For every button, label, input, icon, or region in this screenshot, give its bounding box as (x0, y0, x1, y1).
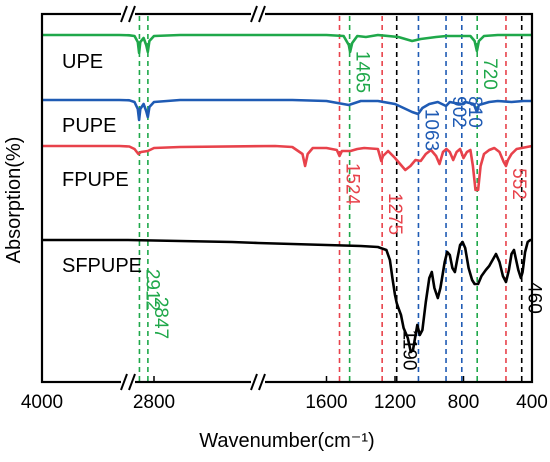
break-mark-0-0-0 (120, 5, 128, 23)
peak-label-552: 552 (508, 168, 529, 200)
peak-label-2847: 2847 (150, 297, 171, 339)
tick-label-2800: 2800 (133, 392, 175, 413)
series-label-upe: UPE (62, 51, 103, 73)
tick-label-1200: 1200 (374, 392, 416, 413)
x-axis-ticks: 4000 2800 1600 1200 800 400 (21, 376, 548, 413)
break-mark-1-0-1 (258, 5, 266, 23)
peak-guide-lines (138, 16, 523, 381)
break-mark-0-0-1 (128, 5, 136, 23)
break-mark-1-0-0 (250, 5, 258, 23)
peak-label-1465: 1465 (352, 51, 373, 93)
peak-label-810: 810 (464, 96, 485, 128)
series-name-labels: UPE PUPE FPUPE SFPUPE (62, 51, 142, 277)
y-axis-label: Absorption(%) (3, 137, 25, 264)
peak-label-720: 720 (479, 58, 500, 90)
break-mark-1-1-1 (258, 373, 266, 391)
curve-upe (42, 33, 532, 55)
x-axis-label: Wavenumber(cm⁻¹) (199, 430, 374, 452)
curve-fpupe (42, 144, 533, 192)
axis-breaks (120, 5, 266, 391)
curve-pupe (42, 98, 532, 122)
series-label-fpupe: FPUPE (62, 169, 129, 191)
break-mark-1-1-0 (250, 373, 258, 391)
tick-label-4000: 4000 (21, 392, 63, 413)
peak-label-1275: 1275 (384, 193, 405, 235)
peak-label-1190: 1190 (399, 330, 420, 371)
plot-frame (40, 12, 534, 384)
tick-label-800: 800 (448, 392, 480, 413)
peak-label-1524: 1524 (342, 163, 363, 206)
peak-label-2912: 2912 (141, 269, 162, 311)
break-mark-0-1-1 (128, 373, 136, 391)
peak-label-902: 902 (448, 96, 469, 128)
peak-label-460: 460 (524, 282, 545, 314)
tick-label-1600: 1600 (305, 392, 347, 413)
tick-label-400: 400 (516, 392, 548, 413)
series-label-pupe: PUPE (62, 115, 116, 137)
peak-label-1063: 1063 (421, 109, 442, 151)
curve-sfpupe (42, 238, 532, 354)
break-mark-0-1-0 (120, 373, 128, 391)
series-label-sfpupe: SFPUPE (62, 255, 142, 277)
spectra-curves (42, 33, 533, 354)
